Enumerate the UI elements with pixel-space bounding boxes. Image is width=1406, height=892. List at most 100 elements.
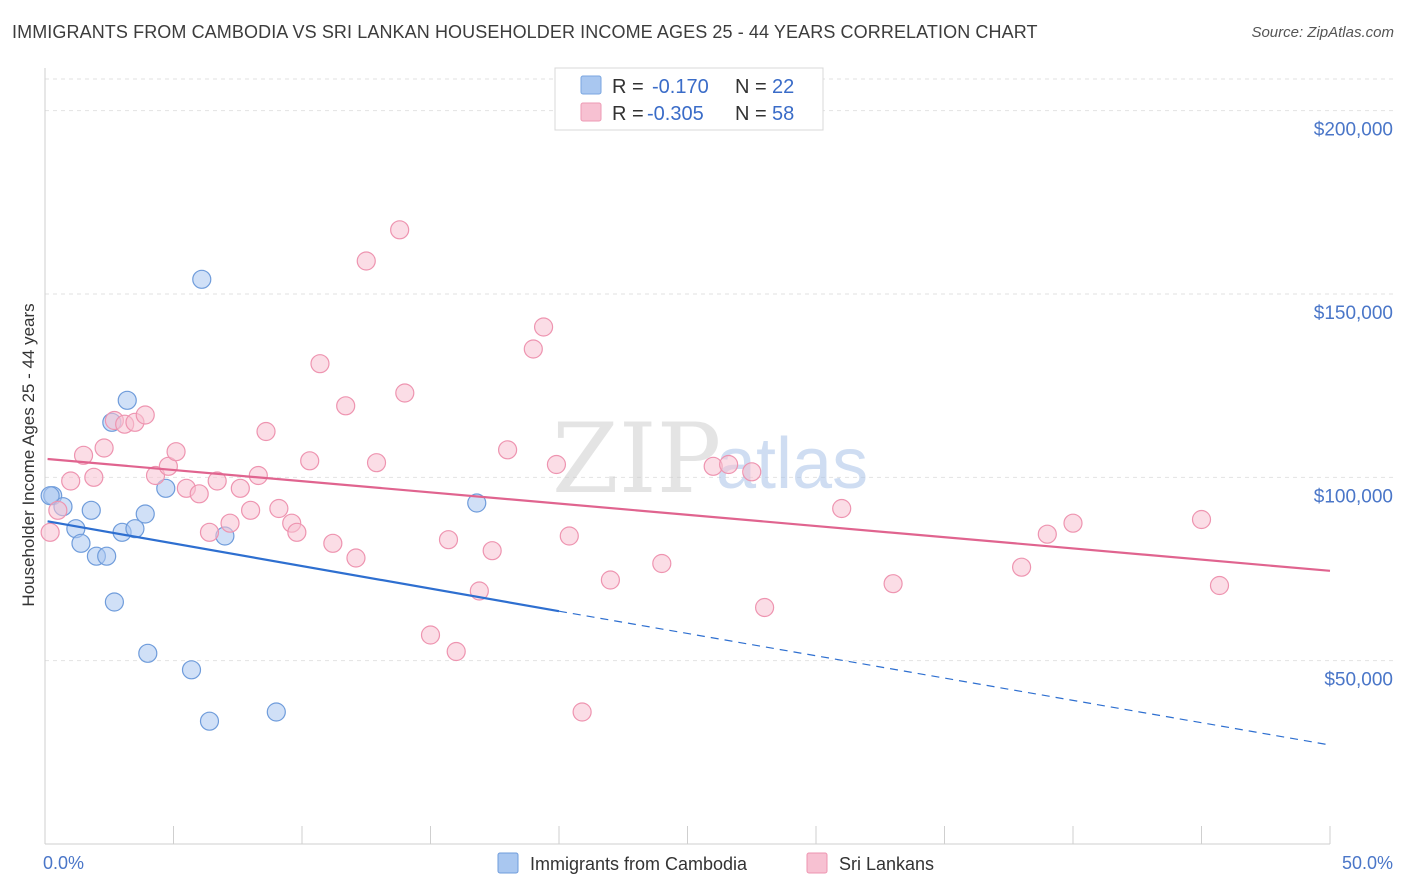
point-srilankans (366, 453, 387, 473)
point-srilankans (256, 421, 276, 442)
point-srilankans (523, 339, 543, 359)
point-srilankans (559, 526, 579, 546)
point-cambodia (117, 390, 137, 410)
point-srilankans (230, 478, 250, 498)
legend-label-srilankans: Sri Lankans (839, 854, 934, 874)
point-srilankans (390, 220, 410, 240)
point-srilankans (533, 317, 554, 337)
point-cambodia (266, 702, 286, 722)
point-srilankans (600, 570, 621, 590)
point-srilankans (323, 533, 343, 553)
point-srilankans (310, 354, 330, 374)
watermark-atlas: atlas (716, 424, 868, 504)
point-srilankans (1011, 557, 1032, 577)
point-srilankans (61, 471, 81, 491)
point-srilankans (287, 522, 307, 542)
trend-line-srilankans (47, 457, 1331, 572)
point-srilankans (300, 451, 320, 471)
point-srilankans (336, 396, 356, 416)
point-srilankans (189, 484, 209, 504)
point-srilankans (546, 454, 567, 475)
point-srilankans (572, 702, 592, 722)
y-tick-labels: $50,000 $100,000 $150,000 $200,000 (1314, 120, 1393, 691)
point-srilankans (73, 445, 94, 465)
stats-swatch-srilankans (580, 102, 602, 122)
y-tick-label: $50,000 (1324, 670, 1393, 691)
point-srilankans (269, 498, 289, 519)
point-srilankans (135, 405, 155, 425)
legend-swatch-cambodia (497, 852, 519, 874)
x-tick-labels: 0.0% 50.0% (43, 853, 1393, 873)
x-tick-label: 50.0% (1342, 853, 1393, 873)
point-cambodia (135, 504, 155, 524)
stats-n-label-srilankans: N = (735, 103, 767, 125)
point-srilankans (166, 442, 186, 462)
y-axis-label: Householder Income Ages 25 - 44 years (19, 303, 38, 606)
point-srilankans (498, 440, 518, 460)
point-srilankans (207, 471, 227, 491)
data-points (40, 220, 1230, 731)
point-srilankans (220, 513, 240, 533)
point-srilankans (438, 530, 459, 550)
watermark-zip: ZIP (552, 403, 721, 515)
y-tick-label: $150,000 (1314, 303, 1393, 324)
point-srilankans (420, 625, 441, 645)
point-srilankans (482, 541, 502, 561)
point-srilankans (395, 383, 415, 403)
point-cambodia (71, 533, 91, 553)
y-tick-label: $200,000 (1314, 120, 1393, 141)
point-srilankans (719, 454, 739, 475)
point-srilankans (84, 467, 104, 487)
point-cambodia (156, 478, 176, 498)
point-srilankans (346, 548, 366, 568)
point-srilankans (1209, 575, 1230, 596)
point-srilankans (248, 465, 268, 486)
point-cambodia (192, 269, 212, 289)
stats-r-label-srilankans: R = (612, 103, 644, 125)
point-srilankans (832, 498, 852, 519)
point-srilankans (356, 251, 376, 271)
stats-n-value-srilankans: 58 (772, 103, 794, 125)
stats-r-value-cambodia: -0.170 (652, 76, 709, 98)
stats-r-value-srilankans: -0.305 (647, 103, 704, 125)
y-tick-label: $100,000 (1314, 486, 1393, 507)
series-legend: Immigrants from Cambodia Sri Lankans (497, 852, 934, 874)
point-srilankans (241, 500, 261, 520)
point-srilankans (754, 597, 775, 618)
point-cambodia (467, 493, 487, 513)
point-srilankans (446, 641, 466, 662)
point-srilankans (1037, 524, 1057, 544)
zipatlas-watermark: ZIP atlas (552, 403, 868, 515)
legend-label-cambodia: Immigrants from Cambodia (530, 854, 748, 874)
stats-n-value-cambodia: 22 (772, 76, 794, 98)
point-cambodia (138, 643, 158, 663)
stats-swatch-cambodia (580, 75, 602, 95)
point-srilankans (40, 522, 60, 542)
point-srilankans (48, 500, 68, 520)
trend-extension-cambodia (558, 610, 1331, 746)
stats-legend-box: R = -0.170 N = 22 R = -0.305 N = 58 (554, 67, 824, 131)
axes (44, 68, 1331, 845)
source-credit: Source: ZipAtlas.com (1251, 24, 1394, 41)
gridlines (45, 78, 1395, 662)
point-srilankans (883, 574, 903, 594)
point-srilankans (199, 522, 220, 542)
chart-title: IMMIGRANTS FROM CAMBODIA VS SRI LANKAN H… (12, 22, 1038, 42)
point-cambodia (181, 660, 202, 680)
trend-line-cambodia (47, 520, 560, 613)
stats-r-label-cambodia: R = (612, 76, 644, 98)
trend-lines (47, 457, 1331, 746)
point-srilankans (94, 438, 114, 458)
point-srilankans (1063, 513, 1083, 533)
point-cambodia (97, 546, 117, 566)
x-tick-label: 0.0% (43, 853, 84, 873)
point-srilankans (742, 462, 762, 482)
point-srilankans (652, 553, 672, 574)
legend-swatch-srilankans (806, 852, 828, 874)
point-srilankans (1191, 509, 1212, 530)
stats-n-label-cambodia: N = (735, 76, 767, 98)
point-cambodia (104, 592, 124, 612)
point-cambodia (81, 500, 101, 520)
point-cambodia (199, 711, 220, 731)
